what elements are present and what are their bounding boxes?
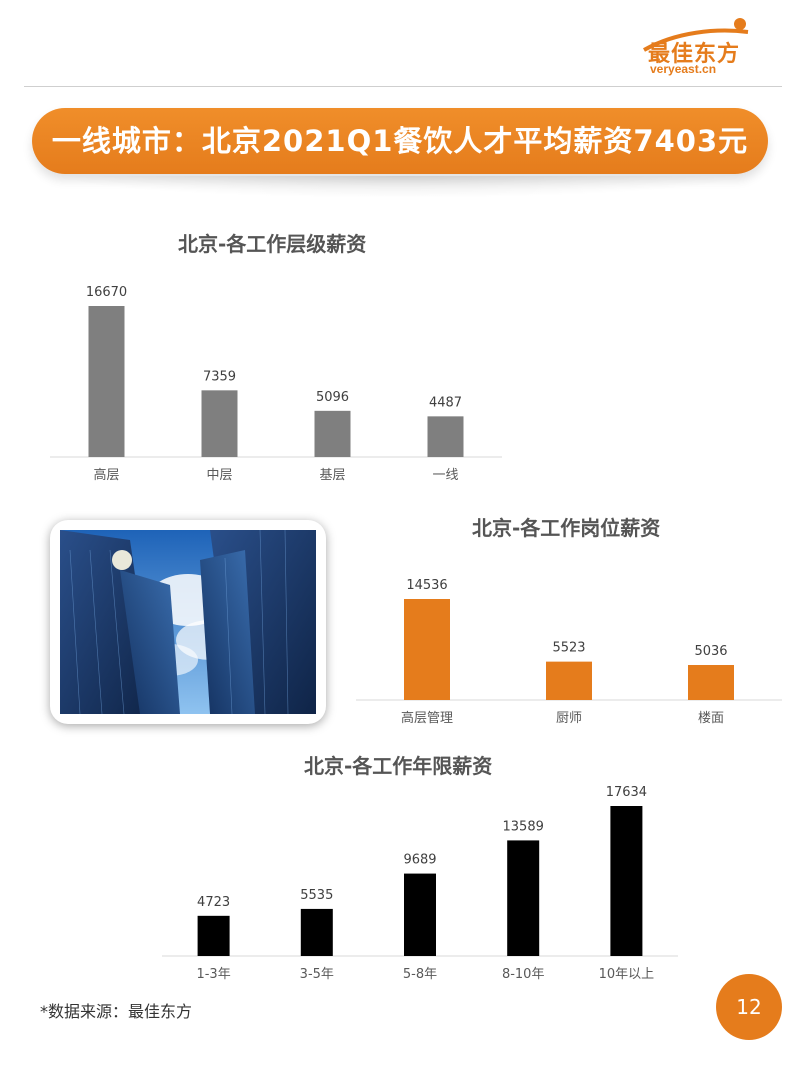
data-label: 5523 xyxy=(552,641,585,656)
category-label: 8-10年 xyxy=(502,967,545,982)
bar-level-1 xyxy=(201,390,238,457)
bar-years-2 xyxy=(404,873,436,956)
data-label: 16670 xyxy=(86,285,127,300)
data-label: 13589 xyxy=(503,819,544,834)
data-label: 5535 xyxy=(300,888,333,903)
bar-level-0 xyxy=(88,306,125,457)
chart-title-level: 北京-各工作层级薪资 xyxy=(178,232,367,256)
category-label: 一线 xyxy=(432,468,458,483)
header-divider xyxy=(24,86,782,87)
category-label: 基层 xyxy=(319,468,345,483)
building-photo xyxy=(50,520,326,724)
category-label: 高层 xyxy=(93,467,119,483)
data-label: 17634 xyxy=(606,785,647,800)
category-label: 3-5年 xyxy=(300,967,334,982)
bar-position-1 xyxy=(546,661,592,700)
data-source-note: *数据来源：最佳东方 xyxy=(40,1002,193,1021)
bar-years-3 xyxy=(507,840,540,956)
category-label: 楼面 xyxy=(698,711,724,726)
banner-shadow xyxy=(60,176,740,198)
page-title: 一线城市：北京2021Q1餐饮人才平均薪资7403元 xyxy=(51,124,749,158)
category-label: 厨师 xyxy=(556,711,582,726)
logo-name-cn: 最佳东方 xyxy=(648,42,741,67)
bar-level-2 xyxy=(314,410,351,457)
chart-years: 4723 1-3年 5535 3-5年 9689 5-8年 13589 8-10年 17634 1… xyxy=(162,785,678,982)
bar-position-2 xyxy=(688,665,734,700)
category-label: 1-3年 xyxy=(196,967,230,982)
page-number: 12 xyxy=(716,974,782,1040)
category-label: 中层 xyxy=(206,468,232,483)
data-label: 4487 xyxy=(429,395,462,410)
bar-years-4 xyxy=(610,806,643,956)
data-label: 5096 xyxy=(316,390,349,405)
logo-swoosh-icon xyxy=(643,18,749,52)
bar-years-1 xyxy=(300,908,333,956)
bar-years-0 xyxy=(197,915,230,956)
chart-position: 14536 高层管理 5523 厨师 5036 楼面 xyxy=(356,578,782,726)
logo-name-en: veryeast.cn xyxy=(650,62,717,76)
category-label: 高层管理 xyxy=(401,710,453,726)
data-label: 14536 xyxy=(406,578,447,593)
bar-level-3 xyxy=(427,416,464,457)
category-label: 10年以上 xyxy=(599,967,655,982)
data-label: 5036 xyxy=(694,644,727,659)
chart-level: 16670 高层 7359 中层 5096 基层 4487 一线 xyxy=(50,285,502,483)
data-label: 7359 xyxy=(203,369,236,384)
chart-title-years: 北京-各工作年限薪资 xyxy=(304,754,493,778)
brand-logo: 最佳东方 veryeast.cn xyxy=(636,14,766,78)
chart-title-position: 北京-各工作岗位薪资 xyxy=(472,516,661,540)
title-banner: 一线城市：北京2021Q1餐饮人才平均薪资7403元 xyxy=(32,108,768,174)
category-label: 5-8年 xyxy=(403,967,437,982)
skyscraper-image xyxy=(60,530,316,714)
bar-position-0 xyxy=(404,599,450,700)
data-label: 4723 xyxy=(197,895,230,910)
data-label: 9689 xyxy=(403,853,436,868)
